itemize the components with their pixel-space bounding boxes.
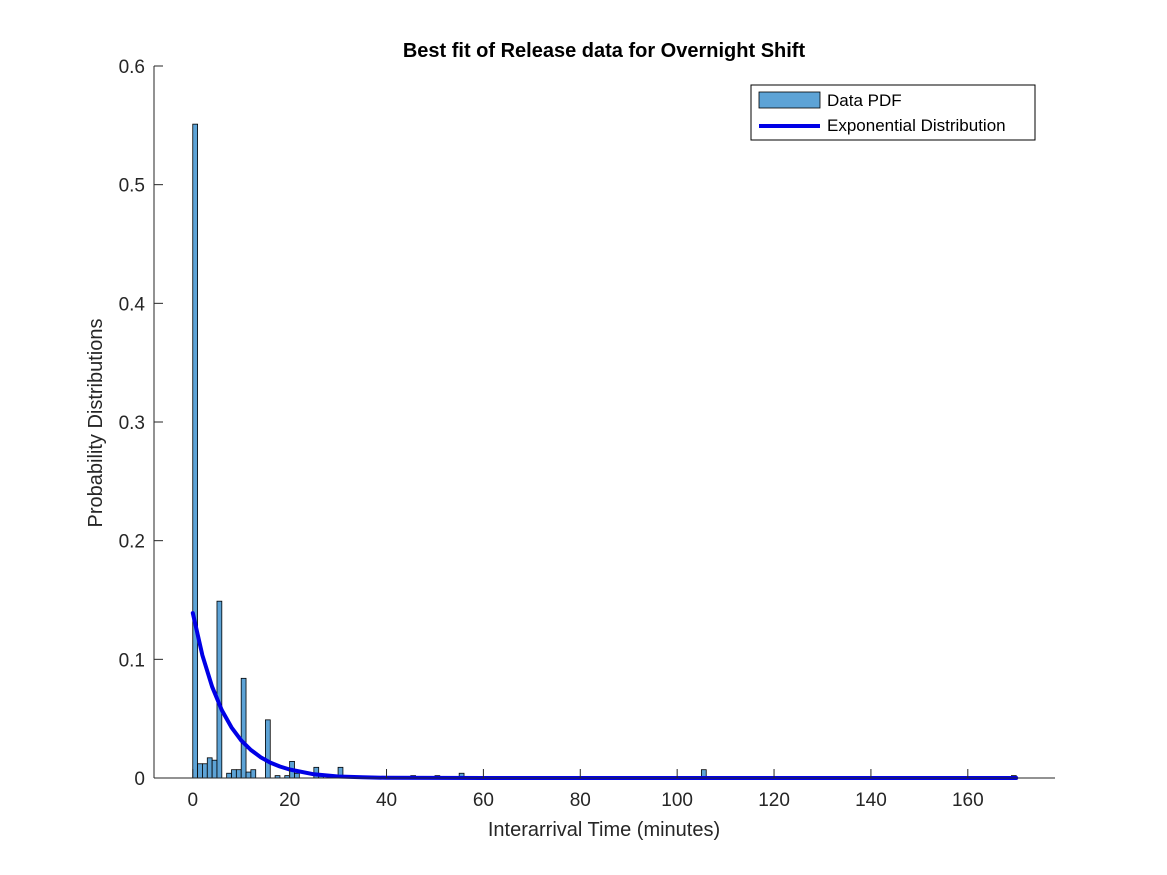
x-tick-label: 0 xyxy=(187,790,198,811)
y-tick-label: 0 xyxy=(134,769,145,790)
histogram-bar xyxy=(265,719,271,779)
histogram-bar xyxy=(235,769,242,779)
y-tick-label: 0.5 xyxy=(119,176,145,197)
histogram-bar xyxy=(206,757,213,779)
y-tick-label: 0.6 xyxy=(119,57,145,78)
y-tick-label: 0.2 xyxy=(119,532,145,553)
histogram-bar xyxy=(240,677,247,779)
x-axis-ticks: 0 20 40 60 80 100 120 140 160 xyxy=(187,769,984,811)
histogram-bar xyxy=(211,759,218,779)
x-axis-label: Interarrival Time (minutes) xyxy=(488,819,720,841)
histogram-bar xyxy=(250,769,257,779)
histogram-bar xyxy=(245,771,252,779)
chart-title: Best fit of Release data for Overnight S… xyxy=(403,40,806,62)
legend-swatch-data-pdf xyxy=(758,91,821,109)
x-tick-label: 100 xyxy=(661,790,693,811)
histogram-bar xyxy=(226,772,232,779)
x-tick-label: 60 xyxy=(473,790,494,811)
x-tick-label: 80 xyxy=(570,790,591,811)
y-tick-label: 0.4 xyxy=(119,294,146,315)
histogram-bar xyxy=(202,763,208,779)
legend-label-exponential: Exponential Distribution xyxy=(827,116,1006,135)
histogram-bar xyxy=(216,600,223,779)
histogram-bar xyxy=(294,772,300,779)
x-tick-label: 40 xyxy=(376,790,397,811)
histogram-bar xyxy=(197,763,203,779)
y-tick-label: 0.1 xyxy=(119,650,145,671)
legend: Data PDF Exponential Distribution xyxy=(750,84,1036,141)
x-tick-label: 20 xyxy=(279,790,300,811)
histogram-bar xyxy=(231,769,237,779)
legend-label-data-pdf: Data PDF xyxy=(827,91,902,110)
y-axis-label: Probability Distributions xyxy=(85,319,107,528)
y-axis-ticks: 0 0.1 0.2 0.3 0.4 0.5 0.6 xyxy=(119,57,163,790)
y-tick-label: 0.3 xyxy=(119,413,145,434)
x-tick-label: 160 xyxy=(952,790,984,811)
x-tick-label: 120 xyxy=(758,790,790,811)
x-tick-label: 140 xyxy=(855,790,887,811)
histogram-bar xyxy=(192,123,198,779)
